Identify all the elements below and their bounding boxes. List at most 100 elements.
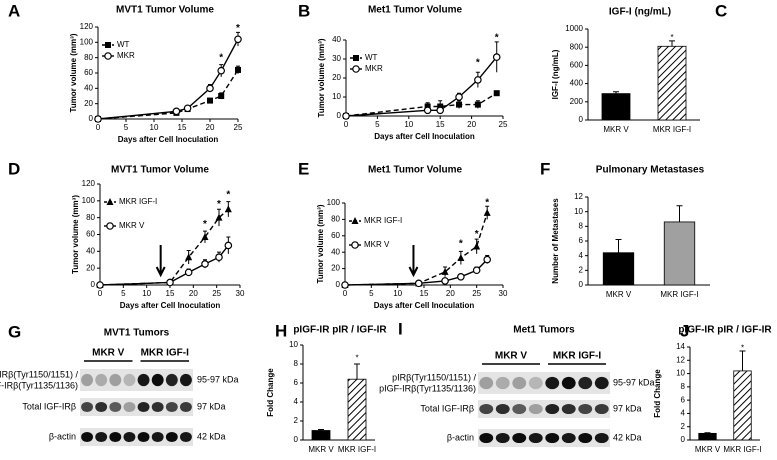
x-tick-label: 5 — [369, 289, 374, 298]
y-tick-label: 10 — [574, 207, 583, 216]
blot-band — [578, 376, 593, 390]
y-tick-label: 800 — [570, 42, 584, 51]
group-label: MKR V — [495, 351, 528, 362]
x-tick-label: 25 — [499, 120, 508, 129]
annotation: * — [236, 23, 240, 34]
y-tick-label: 4 — [579, 251, 584, 260]
size-label: 95-97 kDa — [197, 374, 239, 384]
marker — [218, 93, 225, 99]
y-tick-label: 0 — [337, 111, 342, 120]
blot-band — [81, 401, 93, 413]
x-tick-label: 0 — [96, 123, 101, 132]
x-tick-label: 30 — [499, 289, 508, 298]
marker — [235, 66, 241, 73]
group-label: MKR V — [92, 348, 125, 359]
x-tick-label: 30 — [236, 289, 245, 298]
x-tick-label: MKR IGF-I — [660, 290, 698, 299]
marker — [353, 55, 359, 61]
error-bar — [669, 40, 675, 47]
row-label: β-actin — [49, 431, 76, 441]
row-label: pIGF-IRβ(Tyr1135/1136) — [0, 380, 78, 390]
annotation: * — [459, 239, 463, 250]
y-axis-label: Fold Change — [653, 369, 662, 418]
marker — [166, 278, 174, 287]
marker — [94, 115, 102, 123]
x-tick-label: 15 — [166, 289, 175, 298]
y-tick-label: 6 — [681, 395, 686, 404]
y-tick-label: 100 — [80, 37, 94, 46]
annotation: * — [217, 199, 221, 210]
x-axis-label: Days after Cell Inoculation — [374, 301, 475, 310]
blot-band — [594, 432, 609, 444]
y-axis-label: Number of Metastases — [551, 198, 560, 284]
series-line — [97, 38, 239, 120]
blot-band — [109, 401, 122, 413]
blot-band — [495, 403, 510, 415]
blot-band — [81, 431, 93, 443]
error-bar — [318, 429, 324, 431]
blot-band — [528, 376, 543, 390]
x-tick-label: MKR V — [308, 445, 334, 454]
x-axis-label: Days after Cell Inoculation — [374, 132, 475, 141]
y-axis-label: IGF-I (ng/mL) — [551, 49, 560, 99]
blot-title: MVT1 Tumors — [104, 328, 170, 339]
group-label: MKR IGF-I — [553, 351, 602, 362]
blot-band — [545, 432, 560, 444]
marker — [185, 253, 193, 261]
series-line — [344, 212, 488, 286]
x-tick-label: 20 — [446, 289, 455, 298]
row-label: pIGF-IRβ(Tyr1135/1136) — [379, 383, 476, 393]
marker — [207, 97, 213, 104]
chart-title: Pulmonary Metastases — [596, 165, 705, 176]
blot-band — [137, 401, 150, 413]
y-tick-label: 0 — [681, 435, 686, 444]
marker — [104, 52, 112, 60]
marker — [414, 279, 423, 288]
marker — [436, 106, 445, 115]
arrow — [155, 245, 166, 278]
chart-title: MVT1 Tumor Volume — [116, 5, 214, 16]
y-tick-label: 40 — [86, 246, 95, 255]
blot-band — [165, 431, 178, 443]
row-label: pIRβ(Tyr1150/1151) / — [392, 372, 476, 382]
annotation: * — [741, 343, 744, 352]
bar — [311, 430, 331, 441]
row-label: pIRβ(Tyr1150/1151) / — [0, 369, 78, 379]
series-line — [99, 245, 229, 286]
x-tick-label: 20 — [189, 289, 198, 298]
blot-band — [151, 373, 164, 387]
blot-title: Met1 Tumors — [513, 325, 575, 336]
marker — [106, 222, 114, 230]
chart-title: Met1 Tumor Volume — [368, 165, 463, 176]
size-label: 97 kDa — [613, 403, 642, 413]
y-axis-label: Tumor volume (mm³) — [69, 33, 78, 112]
x-tick-label: 25 — [212, 289, 221, 298]
annotation: * — [226, 190, 230, 201]
marker — [201, 260, 209, 268]
x-tick-label: 20 — [206, 123, 215, 132]
chart-title: IGF-I (ng/mL) — [609, 7, 671, 18]
y-tick-label: 20 — [86, 263, 95, 272]
chart-title: Met1 Tumor Volume — [368, 5, 463, 16]
y-tick-label: 60 — [84, 68, 93, 77]
marker — [456, 101, 463, 108]
y-tick-label: 10 — [289, 340, 298, 349]
marker — [457, 253, 465, 261]
x-tick-label: 0 — [343, 289, 348, 298]
marker — [351, 241, 359, 249]
panel-letter: G — [8, 322, 21, 341]
error-bar — [354, 363, 360, 380]
blot-band — [95, 401, 108, 413]
y-axis-label: Tumor volume (mm³) — [317, 38, 326, 117]
y-tick-label: 100 — [82, 196, 96, 205]
marker — [184, 268, 193, 277]
annotation: * — [670, 33, 673, 42]
y-tick-label: 0 — [294, 435, 299, 444]
y-tick-label: 0 — [91, 280, 96, 289]
legend-label: MKR V — [364, 240, 390, 249]
x-tick-label: 20 — [467, 120, 476, 129]
y-tick-label: 8 — [294, 359, 299, 368]
y-tick-label: 10 — [676, 369, 685, 378]
y-tick-label: 60 — [331, 231, 340, 240]
marker — [217, 66, 226, 75]
